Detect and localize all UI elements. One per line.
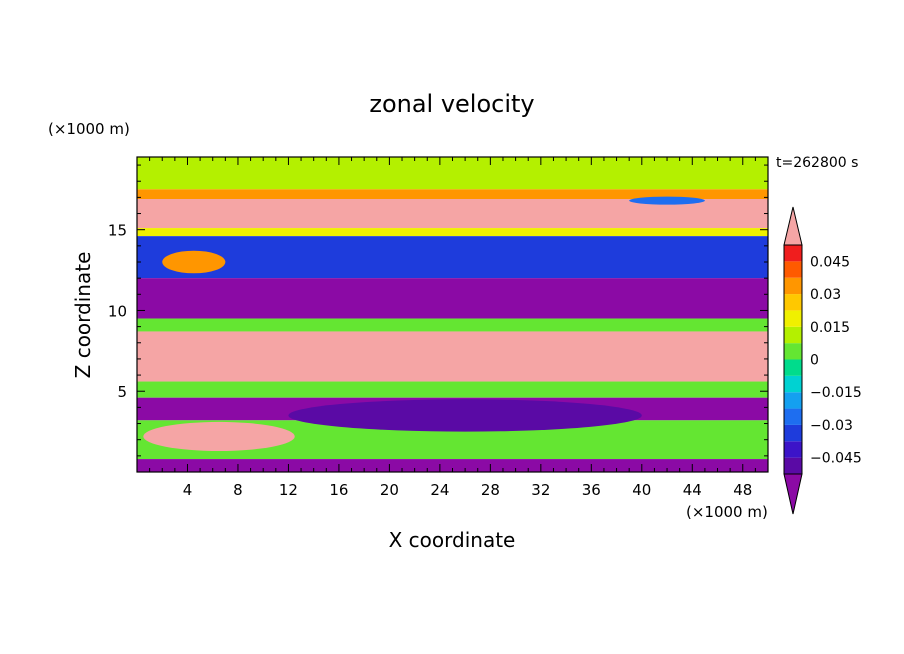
colorbar-bin	[784, 375, 802, 393]
field-band	[137, 331, 768, 382]
x-units-label: (×1000 m)	[686, 503, 768, 521]
colorbar-bin	[784, 408, 802, 425]
colorbar-bin	[784, 457, 802, 474]
field-feature	[162, 250, 226, 274]
colorbar-bin	[784, 343, 802, 360]
field-feature	[143, 421, 295, 452]
field-feature	[629, 196, 705, 205]
colorbar-bin	[784, 277, 802, 295]
x-tick-label: 20	[380, 481, 399, 499]
colorbar: 0.045 0.03 0.015 0 −0.015 −0.03 −0.045	[783, 206, 862, 515]
x-axis: 4 8 12 16 20 24 28 32 36 40 44 48	[149, 157, 756, 499]
x-tick-label: 24	[430, 481, 449, 499]
field-band	[137, 228, 768, 237]
colorbar-bin	[784, 441, 802, 458]
colorbar-label: −0.045	[810, 451, 862, 467]
field-band	[137, 189, 768, 199]
x-tick-label: 12	[279, 481, 298, 499]
colorbar-label: 0	[810, 353, 819, 369]
y-tick-label: 10	[108, 302, 127, 320]
colorbar-bin	[784, 310, 802, 327]
colorbar-bin	[784, 424, 802, 442]
y-axis: 5 10 15	[108, 164, 768, 457]
colorbar-bin	[784, 261, 802, 278]
field-band	[137, 318, 768, 332]
colorbar-label: 0.03	[810, 287, 841, 303]
colorbar-label: 0.015	[810, 320, 850, 336]
colorbar-under-arrow	[783, 473, 803, 515]
y-axis-title: Z coordinate	[71, 252, 95, 379]
y-units-label: (×1000 m)	[48, 120, 130, 138]
colorbar-bin	[784, 245, 802, 262]
field-band	[137, 157, 768, 190]
field-band	[137, 278, 768, 319]
colorbar-label: −0.03	[810, 418, 853, 434]
colorbar-bin	[784, 326, 802, 344]
y-tick-label: 15	[108, 222, 127, 240]
x-tick-label: 28	[481, 481, 500, 499]
colorbar-bin	[784, 294, 802, 311]
plot-area	[137, 157, 768, 472]
time-label: t=262800 s	[776, 155, 858, 171]
colorbar-bin	[784, 359, 802, 376]
x-tick-label: 48	[733, 481, 752, 499]
colorbar-bin	[784, 392, 802, 409]
x-tick-label: 8	[233, 481, 243, 499]
colorbar-frame	[783, 244, 803, 475]
colorbar-label: −0.015	[810, 385, 862, 401]
x-tick-label: 32	[531, 481, 550, 499]
x-tick-label: 16	[329, 481, 348, 499]
x-tick-label: 44	[683, 481, 702, 499]
x-axis-title: X coordinate	[389, 528, 516, 552]
y-tick-label: 5	[117, 383, 127, 401]
field-feature	[288, 399, 642, 432]
field-band	[137, 459, 768, 472]
field-band	[137, 381, 768, 398]
colorbar-label: 0.045	[810, 254, 850, 270]
field-band	[137, 236, 768, 279]
x-tick-label: 4	[183, 481, 193, 499]
colorbar-over-arrow	[783, 206, 803, 246]
chart-title: zonal velocity	[369, 90, 534, 118]
x-tick-label: 40	[632, 481, 651, 499]
x-tick-label: 36	[582, 481, 601, 499]
